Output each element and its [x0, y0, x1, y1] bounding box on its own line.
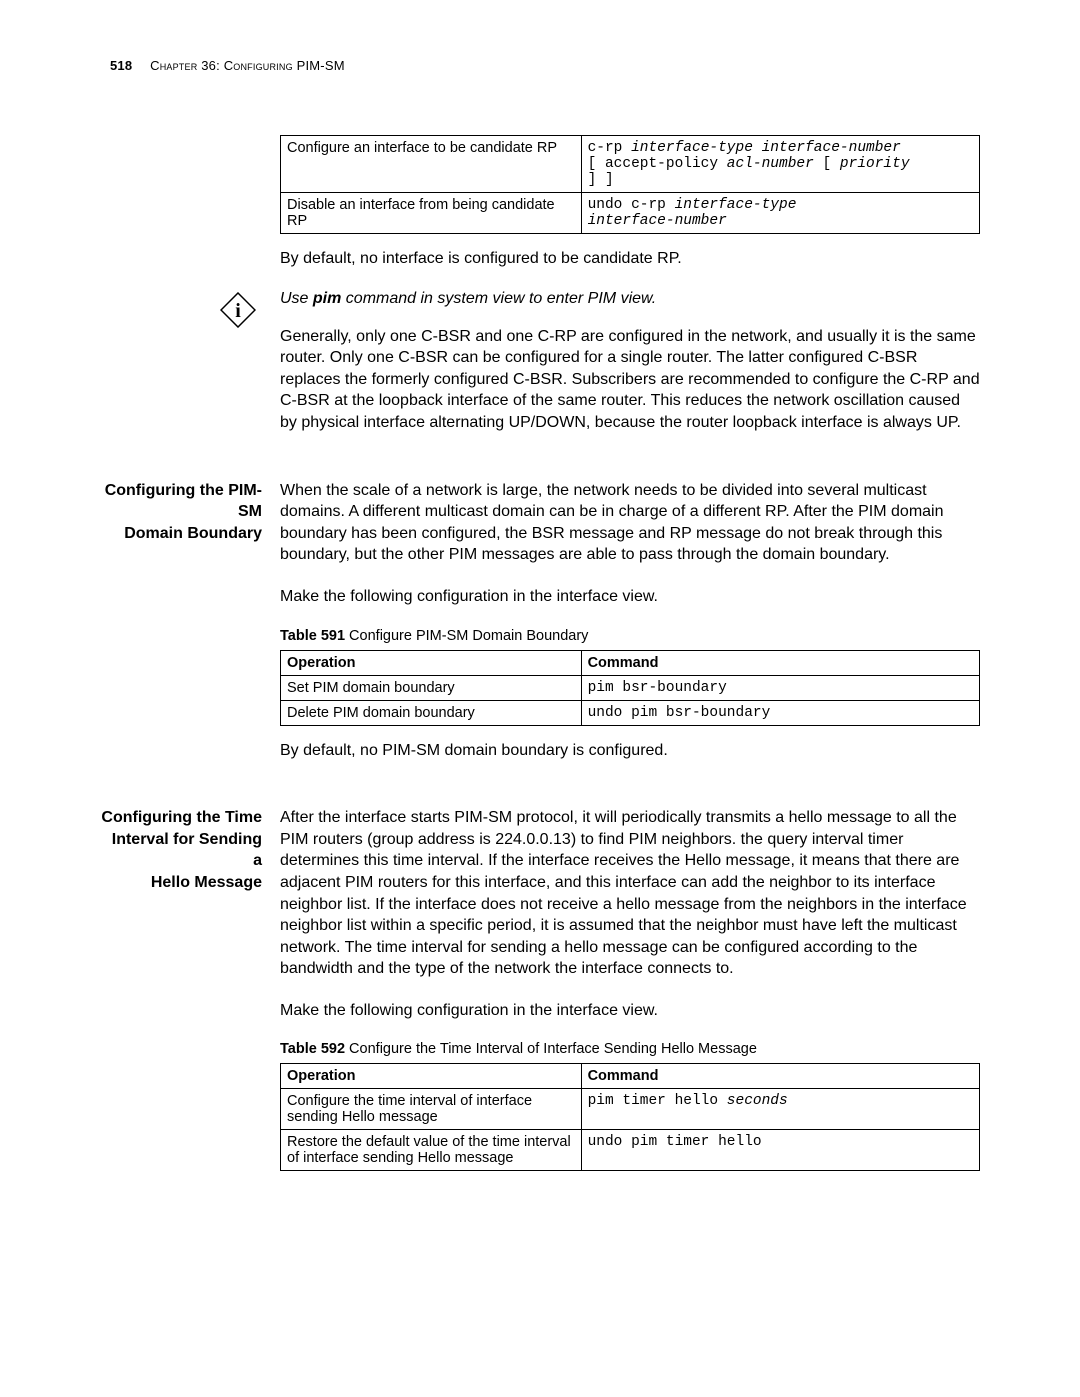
section-heading: Configuring the Time Interval for Sendin…	[100, 807, 262, 893]
hello-interval-table: Operation Command Configure the time int…	[280, 1063, 980, 1171]
table-cell: c-rp interface-type interface-number [ a…	[581, 136, 979, 193]
table-header: Command	[581, 650, 979, 675]
table-cell: Disable an interface from being candidat…	[281, 193, 582, 234]
paragraph: When the scale of a network is large, th…	[280, 480, 980, 566]
table-cell: pim timer hello seconds	[581, 1089, 979, 1130]
candidate-rp-table: Configure an interface to be candidate R…	[280, 135, 980, 234]
table-cell: undo pim timer hello	[581, 1130, 979, 1171]
paragraph: By default, no interface is configured t…	[280, 248, 980, 270]
table-cell: undo pim bsr-boundary	[581, 700, 979, 725]
chapter-title: Chapter 36: Configuring PIM-SM	[150, 58, 345, 73]
table-header: Operation	[281, 1064, 582, 1089]
paragraph: Make the following configuration in the …	[280, 586, 980, 608]
page-header: 518 Chapter 36: Configuring PIM-SM	[100, 58, 980, 73]
info-icon: i	[220, 292, 256, 328]
paragraph: After the interface starts PIM-SM protoc…	[280, 807, 980, 980]
paragraph: By default, no PIM-SM domain boundary is…	[280, 740, 980, 762]
note-text: Use pim command in system view to enter …	[280, 290, 980, 308]
table-cell: Set PIM domain boundary	[281, 675, 582, 700]
paragraph: Generally, only one C-BSR and one C-RP a…	[280, 326, 980, 434]
section-heading: Configuring the PIM-SM Domain Boundary	[100, 480, 262, 545]
domain-boundary-table: Operation Command Set PIM domain boundar…	[280, 650, 980, 726]
svg-text:i: i	[235, 300, 241, 322]
table-cell: undo c-rp interface-type interface-numbe…	[581, 193, 979, 234]
table-cell: Restore the default value of the time in…	[281, 1130, 582, 1171]
table-caption: Table 591 Configure PIM-SM Domain Bounda…	[280, 628, 980, 644]
table-cell: Configure the time interval of interface…	[281, 1089, 582, 1130]
table-header: Operation	[281, 650, 582, 675]
table-caption: Table 592 Configure the Time Interval of…	[280, 1041, 980, 1057]
table-cell: pim bsr-boundary	[581, 675, 979, 700]
table-cell: Configure an interface to be candidate R…	[281, 136, 582, 193]
page-number: 518	[110, 58, 132, 73]
table-cell: Delete PIM domain boundary	[281, 700, 582, 725]
paragraph: Make the following configuration in the …	[280, 1000, 980, 1022]
document-page: 518 Chapter 36: Configuring PIM-SM Confi…	[0, 0, 1080, 1265]
table-header: Command	[581, 1064, 979, 1089]
